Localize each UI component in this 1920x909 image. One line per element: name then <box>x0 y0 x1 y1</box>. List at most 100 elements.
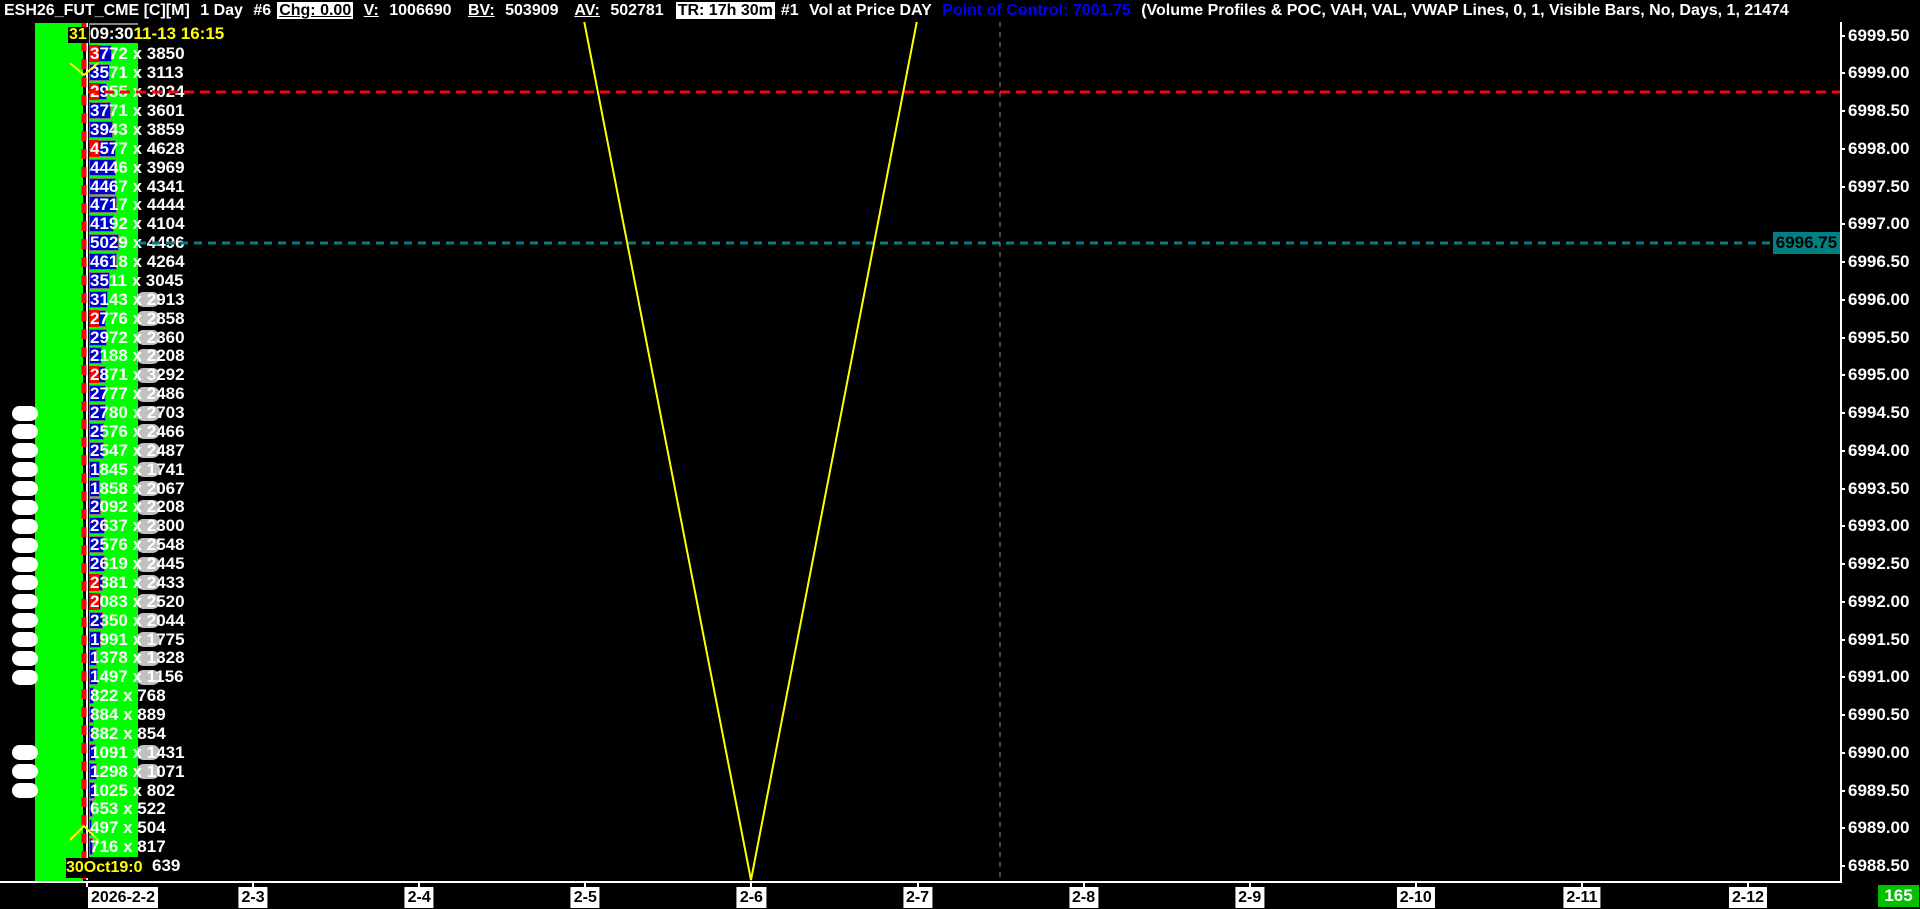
price-row: 882 x 854 <box>90 723 166 743</box>
value-area-marker <box>12 462 38 478</box>
bid-volume: 2776 <box>90 308 128 328</box>
bid-volume: 1497 <box>90 667 128 687</box>
value-area-marker <box>12 481 38 496</box>
price-label: 6996.50 <box>1848 252 1910 271</box>
price-label: 6997.50 <box>1848 176 1910 196</box>
volume-group: V: 1006690 <box>364 2 458 19</box>
separator: x <box>118 799 138 819</box>
price-row: 2637 x 2300 <box>90 517 185 535</box>
date-label: 2-11 <box>1563 887 1601 908</box>
bid-volume-bar <box>89 158 116 176</box>
ask-marker <box>136 462 160 478</box>
price-row: 716 x 817 <box>90 838 166 856</box>
current-price-badge: 6996.75 <box>1773 232 1840 254</box>
ask-marker <box>136 443 160 459</box>
bid-volume: 2083 <box>90 591 128 611</box>
ask-marker <box>136 764 160 780</box>
price-row: 2871 x 3292 <box>90 366 185 384</box>
ask-marker <box>136 405 160 421</box>
bid-volume-bar <box>89 460 100 478</box>
bid-volume-bar <box>89 479 101 497</box>
price-label: 6994.00 <box>1848 440 1910 460</box>
symbol-label[interactable]: ESH26_FUT_CME [C][M] <box>4 2 190 19</box>
price-label: 6994.50 <box>1848 403 1910 422</box>
chart-plot-area[interactable] <box>0 22 1842 883</box>
bid-volume-bar <box>89 120 113 138</box>
ask-marker <box>136 330 160 345</box>
ask-marker <box>136 311 160 327</box>
separator: x <box>127 44 147 64</box>
separator: x <box>127 176 147 196</box>
price-row: 2777 x 2486 <box>90 385 185 403</box>
session-open-time: 09:30 <box>90 24 134 43</box>
ask-marker <box>136 613 160 629</box>
date-label: 2-8 <box>1069 887 1099 908</box>
separator: x <box>127 780 147 800</box>
ask-volume: 4341 <box>146 176 185 196</box>
price-label: 6995.50 <box>1848 327 1910 347</box>
price-tick <box>1840 563 1845 565</box>
price-row: 2092 x 2208 <box>90 498 185 516</box>
price-row: 4618 x 4264 <box>90 253 185 271</box>
bid-volume-bar <box>89 385 106 403</box>
price-row: 2776 x 2858 <box>90 308 185 328</box>
separator: x <box>127 384 147 404</box>
value-area-marker <box>12 575 38 591</box>
price-row: 3511 x 3045 <box>90 270 184 290</box>
bid-volume-bar <box>89 517 105 535</box>
price-row: 822 x 768 <box>90 687 166 705</box>
separator: x <box>118 837 138 857</box>
date-label: 2026-2-2 <box>87 887 159 908</box>
bid-volume: 1991 <box>90 629 128 649</box>
bid-volume-bar <box>89 422 105 440</box>
price-tick <box>1840 638 1845 641</box>
study-parameters: (Volume Profiles & POC, VAH, VAL, VWAP L… <box>1141 2 1789 19</box>
price-row: 2350 x 2044 <box>90 610 185 630</box>
price-tick <box>1840 412 1845 414</box>
separator: x <box>127 554 147 573</box>
ask-volume: 3045 <box>145 270 184 290</box>
price-label: 6993.00 <box>1848 516 1910 536</box>
ask-marker <box>136 537 160 553</box>
value-area-marker <box>12 613 38 629</box>
ask-marker <box>136 386 160 402</box>
ask-volume: 1071 <box>146 761 185 781</box>
ask-volume: 2300 <box>146 516 185 536</box>
date-tick <box>1580 881 1583 887</box>
price-row: 1378 x 1328 <box>90 649 185 667</box>
bid-volume: 3771 <box>90 101 128 120</box>
session-time-label: 09:3011-13 16:15 <box>90 24 225 43</box>
ask-volume-bar <box>89 139 99 157</box>
separator: x <box>127 629 147 649</box>
study-name[interactable]: Vol at Price DAY <box>809 2 932 19</box>
price-row: 1298 x 1071 <box>90 761 185 781</box>
price-label: 6989.50 <box>1848 780 1910 800</box>
date-label: 2-3 <box>238 887 268 908</box>
bid-volume-bar <box>89 668 98 686</box>
ask-volume: 1431 <box>146 742 185 762</box>
price-row: 2972 x 2360 <box>90 328 185 347</box>
separator: x <box>118 723 138 743</box>
separator: x <box>127 365 147 385</box>
ask-volume: 768 <box>137 686 166 706</box>
bid-volume: 2350 <box>90 610 128 630</box>
price-tick <box>1840 374 1845 377</box>
bid-volume-bar <box>89 536 105 554</box>
separator: x <box>127 138 147 158</box>
ask-volume: 2486 <box>146 384 185 404</box>
bid-volume-value: 503909 <box>505 2 559 19</box>
period-label[interactable]: 1 Day <box>200 2 243 19</box>
ask-volume: 2067 <box>146 478 185 498</box>
ask-volume-bar <box>89 592 99 610</box>
separator: x <box>127 648 147 668</box>
price-tick <box>1840 147 1845 150</box>
bid-volume: 2188 <box>90 346 128 366</box>
separator: x <box>127 195 147 215</box>
bid-volume-bar <box>89 611 104 629</box>
price-label: 6999.50 <box>1848 25 1910 45</box>
bid-volume-bar <box>89 498 102 516</box>
ask-marker <box>136 575 160 591</box>
price-row: 2188 x 2208 <box>90 347 185 365</box>
ask-volume: 504 <box>137 818 166 838</box>
separator: x <box>127 742 147 762</box>
